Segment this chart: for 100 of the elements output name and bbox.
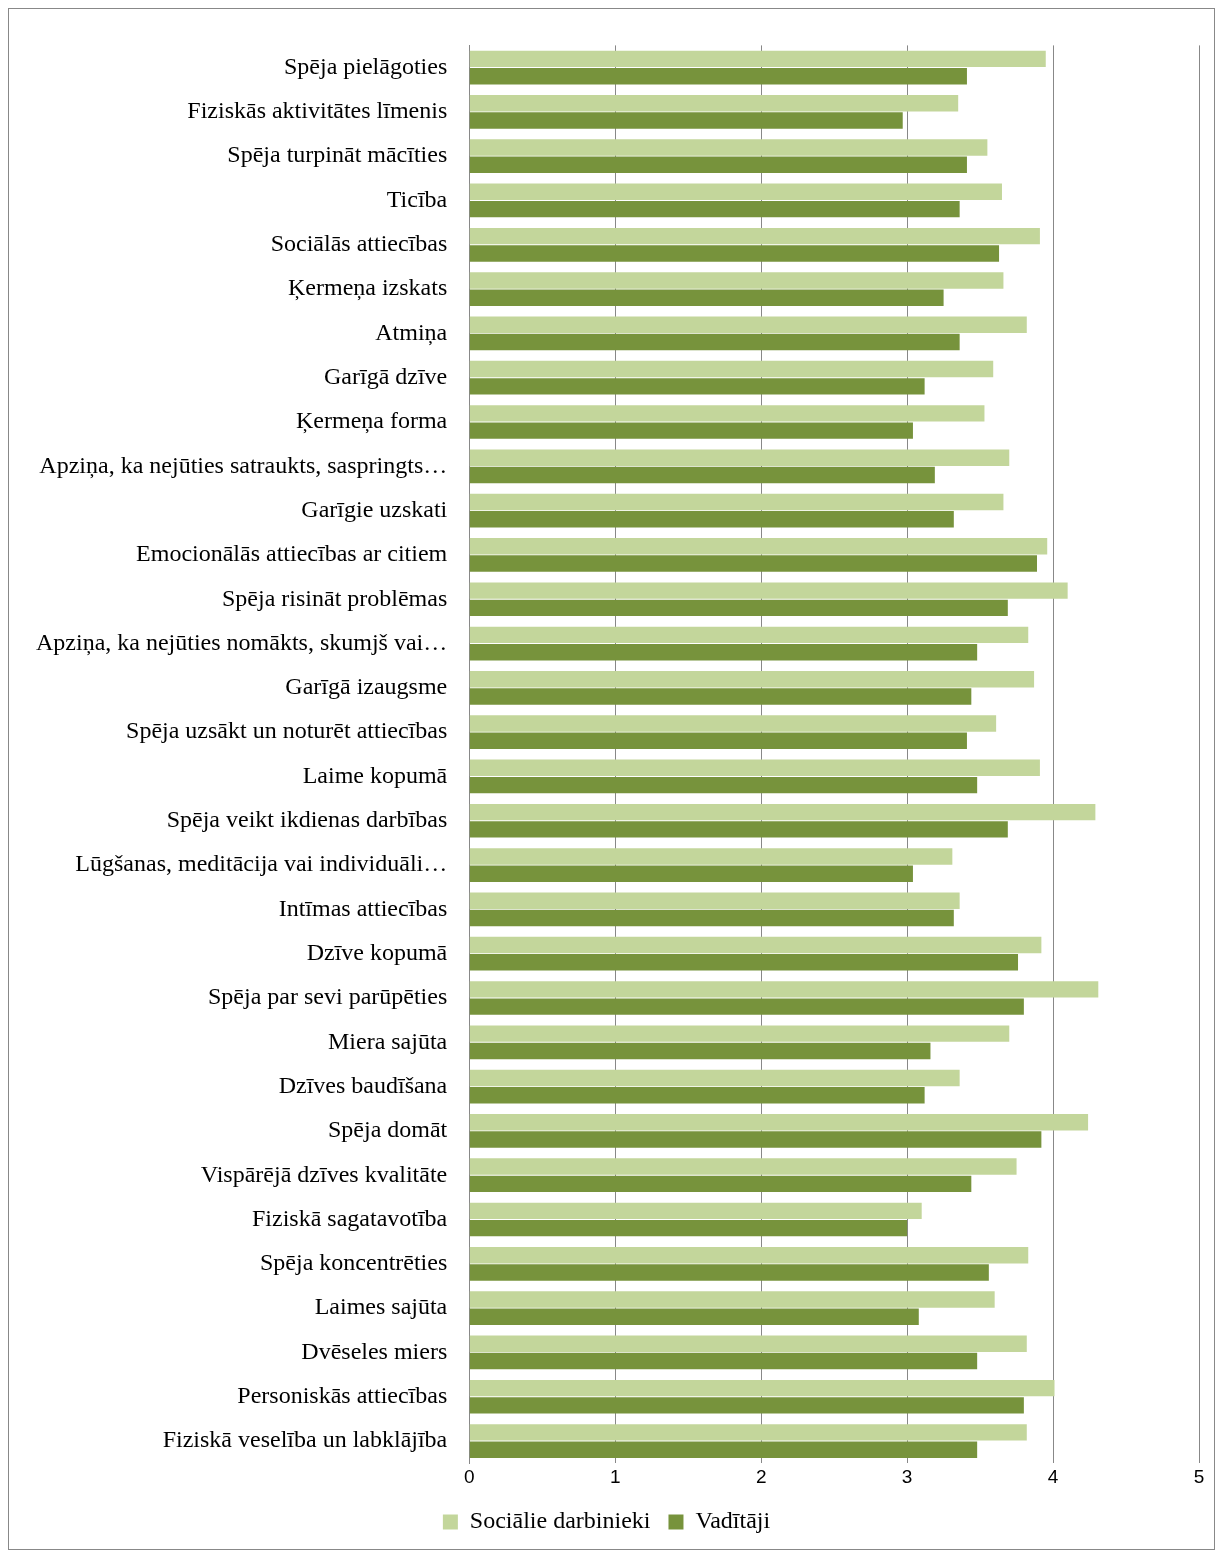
bar <box>469 1308 919 1325</box>
bar <box>469 112 903 129</box>
bar <box>469 1379 1055 1397</box>
legend-label: Vadītāji <box>695 1507 771 1534</box>
bar <box>469 865 913 882</box>
bar <box>469 626 1029 644</box>
bar <box>469 493 1004 511</box>
bar <box>469 670 1035 688</box>
bar <box>469 538 1048 555</box>
bar <box>469 50 1046 68</box>
bar <box>469 1069 960 1087</box>
y-tick-label: Apziņa, ka nejūties nomākts, skumjš vai… <box>35 628 448 656</box>
bar <box>469 688 972 705</box>
y-tick-label: Spēja pielāgoties <box>283 52 448 79</box>
bar <box>469 848 953 865</box>
y-tick-label: Lūgšanas, meditācija vai individuāli… <box>75 850 448 877</box>
y-tick-label: Ķermeņa forma <box>296 407 448 435</box>
bar <box>469 582 1068 599</box>
y-tick-label: Spēja koncentrēties <box>260 1249 448 1276</box>
y-tick-label: Ticība <box>386 185 448 212</box>
y-tick-label: Apziņa, ka nejūties satraukts, saspringts… <box>39 451 448 479</box>
bar <box>469 715 997 732</box>
bar <box>469 1397 1024 1414</box>
y-tick-label: Spēja turpināt mācīties <box>227 141 448 168</box>
bar <box>469 67 967 85</box>
y-tick-label: Garīgie uzskati <box>301 495 448 522</box>
y-tick-label: Atmiņa <box>375 318 448 346</box>
bar <box>469 1025 1010 1042</box>
y-tick-label: Personiskās attiecības <box>237 1382 448 1409</box>
bar <box>469 95 959 112</box>
bar <box>469 555 1037 572</box>
bar <box>469 732 967 749</box>
bar <box>469 511 954 528</box>
bar <box>469 759 1040 777</box>
bar <box>469 227 1040 245</box>
bar <box>469 289 944 306</box>
y-tick-label: Dvēseles miers <box>301 1337 448 1364</box>
bar <box>469 1042 931 1060</box>
y-tick-label: Miera sajūta <box>327 1027 448 1054</box>
bar <box>469 1352 978 1370</box>
y-tick-label: Fiziskā veselība un labklājība <box>162 1426 448 1453</box>
y-tick-label: Dzīves baudīšana <box>278 1071 448 1098</box>
y-tick-label: Intīmas attiecības <box>278 894 448 921</box>
bar <box>469 1335 1027 1352</box>
bar <box>469 1441 978 1458</box>
bar <box>469 892 960 909</box>
bar <box>469 1087 925 1104</box>
bar <box>469 803 1096 821</box>
y-tick-label: Dzīve kopumā <box>306 938 448 965</box>
legend-label: Sociālie darbinieki <box>469 1507 651 1534</box>
bar <box>469 360 994 378</box>
bar <box>469 316 1027 333</box>
bar <box>469 1158 1017 1175</box>
bar <box>469 936 1042 954</box>
y-tick-label: Sociālās attiecības <box>270 230 448 257</box>
y-tick-label: Vispārējā dzīves kvalitāte <box>200 1160 448 1187</box>
y-tick-label: Spēja uzsākt un noturēt attiecības <box>126 717 448 744</box>
y-tick-label: Spēja veikt ikdienas darbības <box>166 806 448 833</box>
bar <box>469 245 1000 262</box>
bar <box>469 156 967 174</box>
x-tick-label: 2 <box>755 1465 767 1487</box>
bar <box>469 139 988 156</box>
bar <box>469 643 978 661</box>
x-tick-label: 1 <box>609 1465 621 1487</box>
x-tick-label: 3 <box>901 1465 913 1487</box>
y-tick-label: Emocionālās attiecības ar citiem <box>136 540 448 567</box>
x-tick-label: 0 <box>463 1465 475 1487</box>
y-tick-label: Garīgā izaugsme <box>285 673 448 700</box>
bar <box>469 422 913 439</box>
x-tick-label: 5 <box>1193 1465 1205 1487</box>
bar <box>469 821 1008 838</box>
bar <box>469 998 1024 1015</box>
bar <box>469 1291 995 1308</box>
bar <box>469 1175 972 1193</box>
y-tick-label: Spēja risināt problēmas <box>221 584 448 611</box>
y-tick-label: Ķermeņa izskats <box>287 274 448 302</box>
bar <box>469 1131 1042 1148</box>
x-tick-label: 4 <box>1047 1465 1059 1487</box>
bar <box>469 599 1008 617</box>
bar <box>469 449 1010 466</box>
bar <box>469 954 1019 971</box>
bar <box>469 466 935 484</box>
y-tick-label: Fiziskās aktivitātes līmenis <box>187 97 448 124</box>
bar <box>469 1114 1089 1131</box>
bar <box>469 1246 1029 1264</box>
bar <box>469 1219 908 1237</box>
y-tick-label: Fiziskā sagatavotība <box>251 1204 448 1231</box>
y-tick-label: Spēja domāt <box>327 1116 448 1143</box>
y-tick-label: Laime kopumā <box>302 761 448 788</box>
bar <box>469 1264 989 1281</box>
bar <box>469 183 1002 201</box>
bar <box>469 981 1099 998</box>
y-tick-label: Spēja par sevi parūpēties <box>208 983 448 1010</box>
bar <box>469 272 1004 289</box>
bar <box>469 333 960 351</box>
y-tick-label: Laimes sajūta <box>314 1293 448 1320</box>
bar <box>469 1424 1027 1441</box>
bar <box>469 405 985 422</box>
bar <box>469 1202 922 1220</box>
bar <box>469 378 925 395</box>
